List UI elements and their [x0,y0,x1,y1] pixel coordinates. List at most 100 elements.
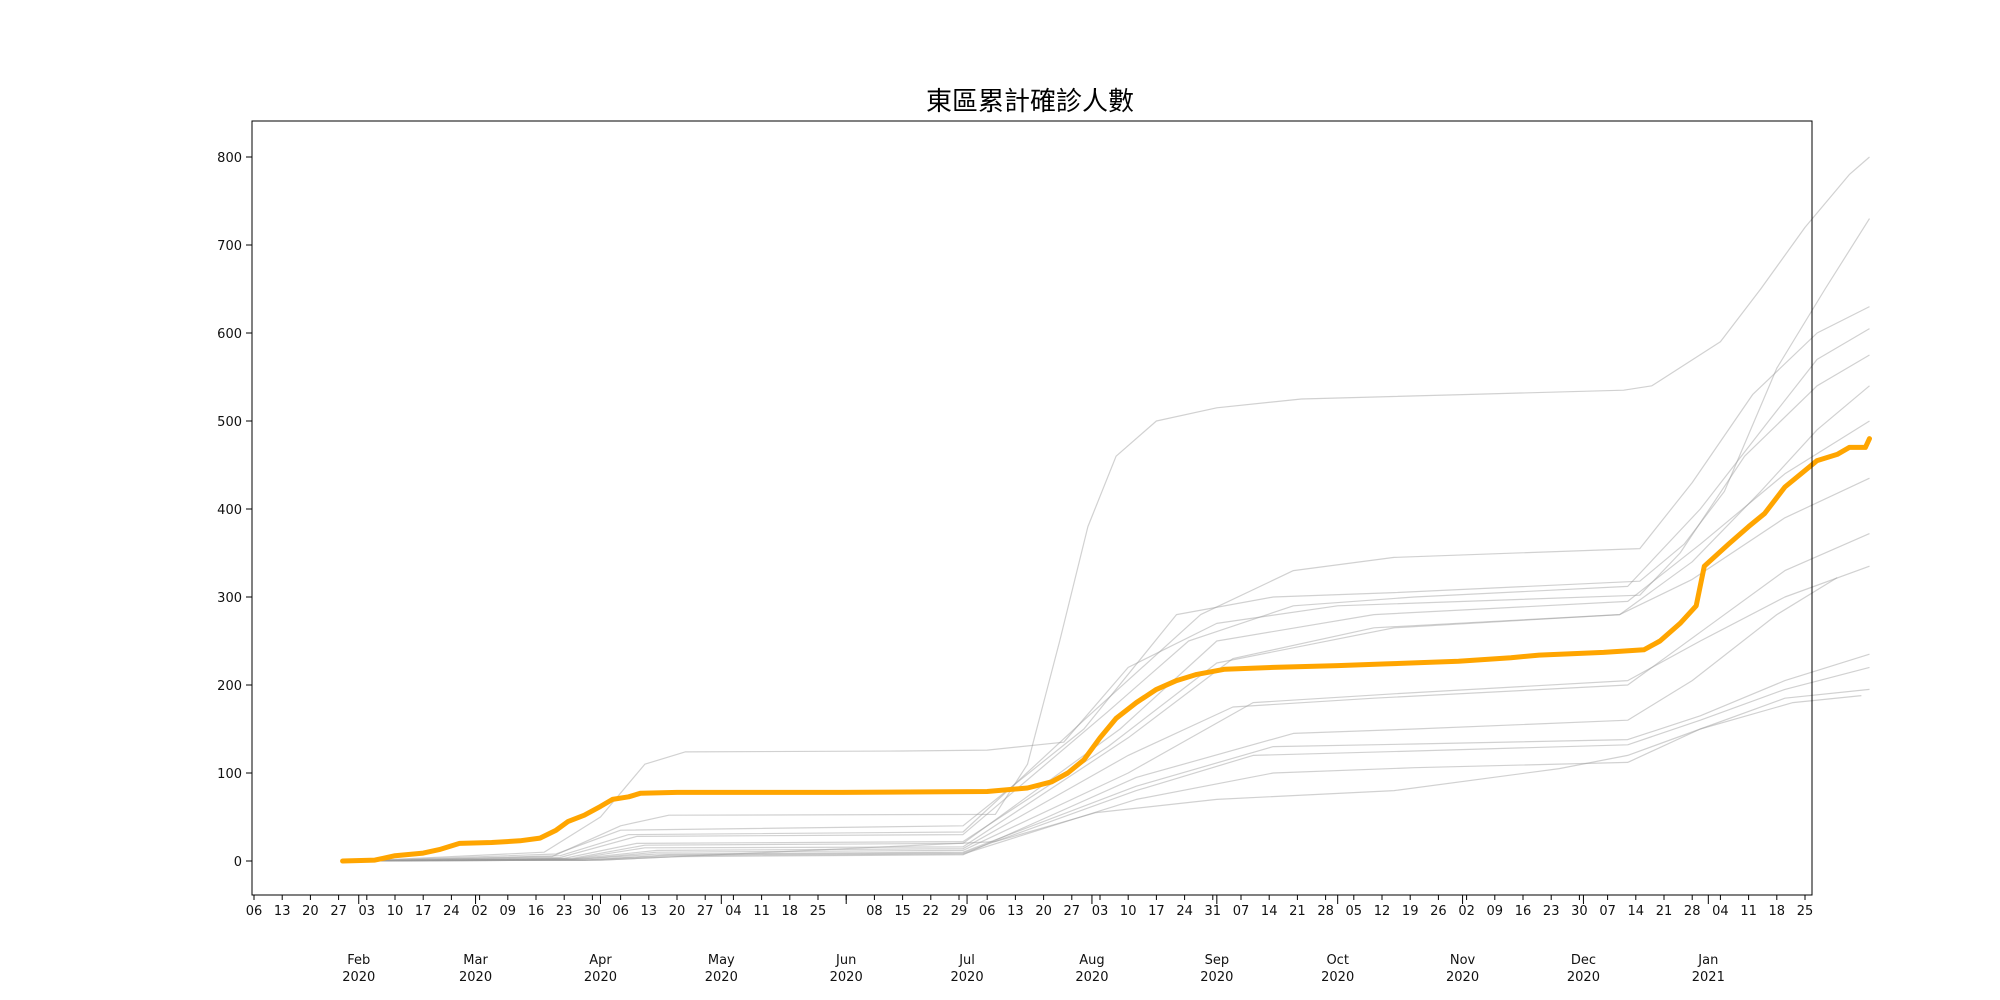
x-tick-label: 09 [1487,904,1504,919]
y-tick-label: 700 [217,239,242,254]
x-tick-label: 15 [894,904,911,919]
x-month-label: Jun [835,953,856,968]
x-tick-label: 18 [1769,904,1786,919]
x-tick-label: 08 [866,904,883,919]
x-tick-label: 02 [471,904,488,919]
y-tick-label: 200 [217,679,242,694]
chart-title: 東區累計確診人數 [926,87,1134,117]
x-tick-label: 04 [1712,904,1729,919]
x-year-label: 2020 [459,970,492,985]
x-tick-label: 17 [415,904,432,919]
x-month-label: Feb [347,953,370,968]
x-year-label: 2020 [584,970,617,985]
x-month-label: Nov [1450,953,1476,968]
x-tick-label: 27 [697,904,714,919]
x-tick-label: 31 [1205,904,1222,919]
x-tick-label: 22 [923,904,940,919]
x-tick-label: 19 [1402,904,1419,919]
x-tick-label: 21 [1656,904,1673,919]
x-month-label: Aug [1079,953,1104,968]
x-tick-label: 05 [1346,904,1363,919]
series-line-highlight [340,436,1872,864]
x-tick-label: 16 [528,904,545,919]
series-line-11 [358,653,1870,862]
x-tick-label: 03 [1092,904,1109,919]
series-line-9 [358,533,1870,862]
x-tick-label: 24 [1176,904,1193,919]
x-tick-label: 14 [1261,904,1278,919]
x-tick-label: 27 [330,904,347,919]
y-tick-label: 600 [217,327,242,342]
series-line-2 [358,156,1870,862]
x-tick-label: 25 [810,904,827,919]
x-tick-label: 14 [1628,904,1645,919]
x-tick-label: 24 [443,904,460,919]
x-tick-label: 28 [1684,904,1701,919]
x-tick-label: 11 [1740,904,1757,919]
x-year-label: 2020 [1200,970,1233,985]
series-line-3 [358,218,1871,862]
y-tick-label: 500 [217,415,242,430]
x-month-label: May [708,953,735,968]
x-tick-label: 10 [387,904,404,919]
series-line-6 [358,385,1870,862]
x-tick-label: 12 [1374,904,1391,919]
x-tick-label: 11 [753,904,770,919]
series-line-1 [358,354,1870,862]
x-month-label: Oct [1326,953,1348,968]
series-line-8 [358,477,1870,862]
x-tick-label: 07 [1233,904,1250,919]
y-axis: 0 100 200 300 400 500 600 700 800 [217,151,252,870]
x-tick-label: 29 [951,904,968,919]
series-line-13 [358,688,1870,862]
x-year-label: 2020 [342,970,375,985]
x-tick-label: 07 [1599,904,1616,919]
plot-area-frame [251,120,1813,896]
x-tick-label: 09 [500,904,517,919]
x-tick-label: 28 [1317,904,1334,919]
x-tick-label: 23 [556,904,573,919]
x-tick-label: 30 [1571,904,1588,919]
x-year-label: 2021 [1692,970,1725,985]
x-year-label: 2020 [705,970,738,985]
x-year-label: 2020 [1567,970,1600,985]
x-tick-label: 06 [979,904,996,919]
x-tick-label: 20 [302,904,319,919]
x-month-label: Dec [1571,953,1596,968]
x-tick-label: 30 [584,904,601,919]
x-month-label: Jul [958,953,975,968]
series-line-10 [358,565,1870,862]
x-tick-label: 27 [1064,904,1081,919]
series-line-12 [358,666,1870,862]
series-line-14 [358,695,1862,862]
x-tick-label: 13 [641,904,658,919]
series-line-7 [358,420,1870,862]
x-year-label: 2020 [1075,970,1108,985]
x-year-label: 2020 [830,970,863,985]
x-month-label: Sep [1205,953,1230,968]
y-tick-label: 0 [234,855,242,870]
x-tick-label: 10 [1120,904,1137,919]
x-tick-label: 26 [1430,904,1447,919]
x-month-label: Apr [589,953,612,968]
x-tick-label: 13 [274,904,291,919]
x-tick-label: 20 [1035,904,1052,919]
series-line-15 [358,577,1838,862]
x-tick-label: 23 [1543,904,1560,919]
series-layer [340,156,1872,864]
x-year-label: 2020 [1446,970,1479,985]
y-tick-label: 800 [217,151,242,166]
x-tick-label: 20 [669,904,686,919]
x-tick-label: 21 [1289,904,1306,919]
series-line-5 [358,328,1870,862]
x-tick-label: 17 [1148,904,1165,919]
x-month-label: Jan [1697,953,1718,968]
x-tick-label: 02 [1458,904,1475,919]
y-tick-label: 100 [217,767,242,782]
x-year-label: 2020 [1321,970,1354,985]
x-month-label: Mar [463,953,488,968]
x-year-label: 2020 [951,970,984,985]
y-tick-label: 400 [217,503,242,518]
x-tick-label: 16 [1515,904,1532,919]
